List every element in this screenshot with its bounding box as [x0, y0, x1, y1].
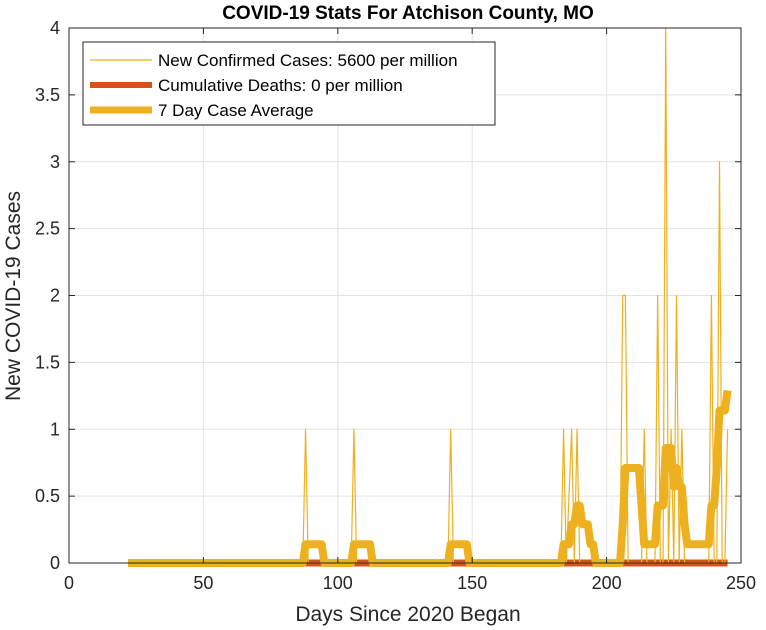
y-tick-label-1: 0.5: [35, 486, 60, 506]
x-tick-label-1: 50: [193, 573, 213, 593]
y-tick-label-3: 1.5: [35, 352, 60, 372]
x-tick-label-0: 0: [64, 573, 74, 593]
x-tick-label-3: 150: [457, 573, 487, 593]
y-tick-label-5: 2.5: [35, 219, 60, 239]
legend-label-7-day-average: 7 Day Case Average: [158, 101, 314, 120]
x-tick-label-2: 100: [323, 573, 353, 593]
y-tick-label-8: 4: [50, 18, 60, 38]
y-tick-label-2: 1: [50, 419, 60, 439]
tick-labels: 0 50 100 150 200 250 0 0.5 1 1.5 2 2.5 3 3.5 4: [35, 18, 756, 593]
x-tick-label-4: 200: [592, 573, 622, 593]
legend-label-cumulative-deaths: Cumulative Deaths: 0 per million: [158, 76, 403, 95]
x-tick-label-5: 250: [726, 573, 756, 593]
axes: [68, 27, 742, 564]
x-axis-label: Days Since 2020 Began: [295, 603, 520, 626]
legend-label-new-cases: New Confirmed Cases: 5600 per million: [158, 51, 458, 70]
legend: New Confirmed Cases: 5600 per million Cu…: [82, 41, 496, 126]
y-axis-label: New COVID-19 Cases: [2, 191, 25, 401]
chart-title: COVID-19 Stats For Atchison County, MO: [222, 3, 594, 24]
y-tick-label-7: 3.5: [35, 85, 60, 105]
y-tick-label-6: 3: [50, 152, 60, 172]
y-tick-label-4: 2: [50, 286, 60, 306]
y-tick-label-0: 0: [50, 553, 60, 573]
